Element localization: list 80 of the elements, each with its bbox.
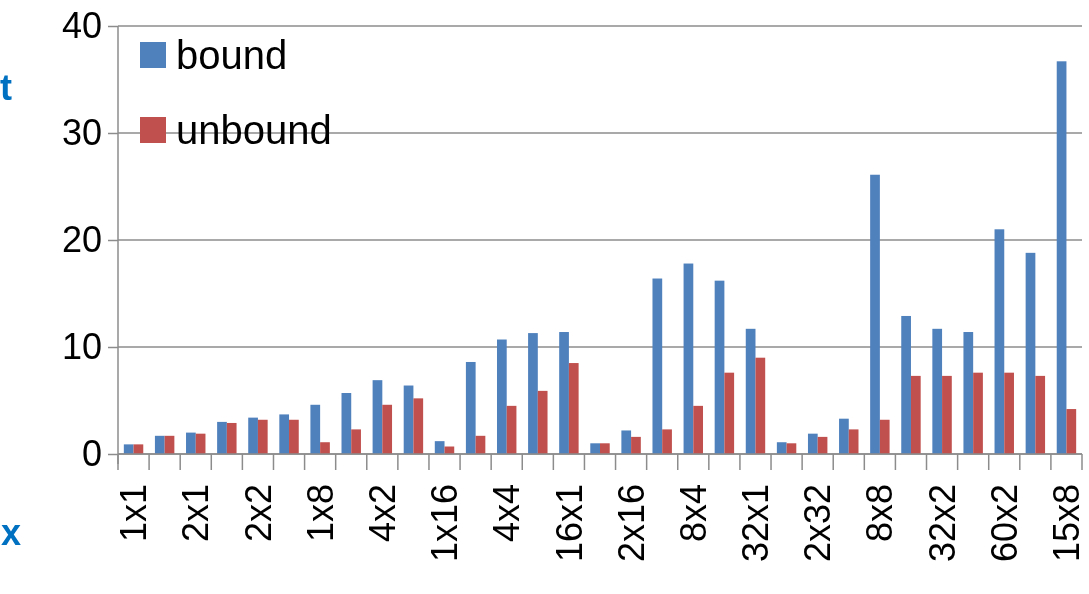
bar [257, 419, 268, 454]
x-tick-label: 4x4 [486, 484, 528, 543]
x-tick-label: 2x32 [797, 484, 839, 563]
x-tick-label: 2x16 [610, 484, 652, 563]
x-tick-label: 1x16 [424, 484, 466, 563]
bar [683, 263, 694, 454]
bar [942, 375, 952, 454]
y-tick-label: 0 [81, 433, 102, 475]
bar [755, 357, 766, 454]
bar [807, 433, 818, 454]
x-tick-label: 32x1 [735, 484, 777, 563]
bar [714, 280, 725, 454]
bar [226, 422, 237, 454]
y-tick-label: 40 [61, 5, 102, 47]
x-tick-label: 15x8 [1046, 484, 1088, 563]
legend-label: bound [176, 33, 288, 77]
bar [559, 332, 569, 454]
bar [310, 404, 321, 454]
x-tick-label: 8x4 [672, 484, 714, 543]
bar [403, 385, 414, 454]
bar [590, 443, 600, 454]
bar [724, 372, 735, 454]
bar [693, 405, 704, 454]
bar [776, 442, 787, 454]
bar [1004, 372, 1014, 454]
bar [745, 328, 756, 454]
x-tick-label: 2x2 [237, 484, 279, 543]
bar [506, 405, 517, 454]
bar [217, 421, 227, 454]
bar [994, 229, 1005, 454]
bar [496, 339, 507, 454]
bar [910, 375, 921, 454]
bar [621, 430, 632, 454]
bar [154, 435, 165, 454]
bar [413, 398, 424, 454]
bar [932, 328, 943, 454]
bar [1066, 409, 1077, 454]
x-tick-label: 1x8 [299, 484, 341, 543]
bar [320, 442, 330, 454]
bar [537, 390, 548, 454]
bar [901, 315, 911, 454]
y-tick-label: 10 [61, 326, 102, 368]
x-tick-label: 16x1 [548, 484, 590, 563]
x-tick-label: 2x1 [175, 484, 217, 543]
bar [382, 404, 393, 454]
bar [879, 419, 890, 454]
x-axis-title: x [1, 512, 22, 553]
bar [1035, 375, 1046, 454]
y-tick-label: 20 [61, 219, 102, 261]
x-tick-label: 8x8 [859, 484, 901, 543]
bar [186, 432, 196, 454]
bar [848, 429, 859, 454]
bar [289, 419, 299, 454]
bar [963, 332, 974, 454]
x-tick-label: 32x2 [921, 484, 963, 563]
bar [600, 443, 610, 454]
bar [1025, 252, 1036, 454]
bar [870, 174, 880, 454]
bar [631, 436, 641, 454]
bar [434, 441, 445, 454]
bar [248, 417, 258, 454]
bar [662, 429, 672, 454]
y-axis-title: t [0, 67, 12, 108]
x-tick-label: 1x1 [113, 484, 155, 543]
bar [973, 372, 983, 454]
bar [341, 393, 352, 454]
legend-label: unbound [176, 108, 332, 152]
bar [279, 414, 290, 454]
bar [465, 361, 476, 454]
bar [123, 444, 134, 454]
x-tick-label: 60x2 [983, 484, 1025, 563]
bar [1056, 61, 1067, 454]
bar [372, 380, 383, 454]
bar [528, 333, 538, 454]
y-tick-label: 30 [61, 112, 102, 154]
bar [568, 363, 579, 454]
x-tick-label: 4x2 [361, 484, 403, 543]
bar [839, 418, 849, 454]
bar [351, 429, 361, 454]
bar [652, 278, 663, 454]
